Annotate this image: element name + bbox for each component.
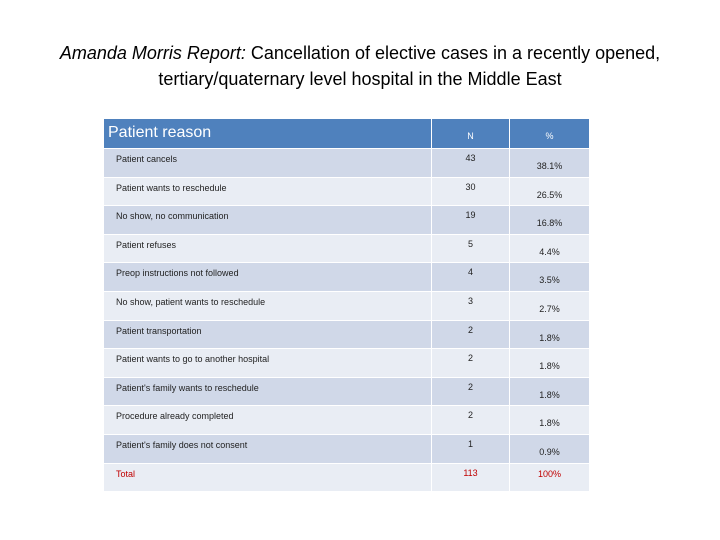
row-percent: 38.1% bbox=[510, 149, 590, 178]
table-row: Patient wants to reschedule 30 26.5% bbox=[104, 177, 590, 207]
row-percent: 16.8% bbox=[510, 206, 590, 235]
row-n: 2 bbox=[432, 320, 510, 350]
row-percent: 26.5% bbox=[510, 177, 590, 207]
row-percent: 3.5% bbox=[510, 263, 590, 292]
table-row: No show, patient wants to reschedule 3 2.7… bbox=[104, 291, 590, 321]
row-reason: Patient cancels bbox=[104, 149, 432, 178]
table-header-row: Patient reason N % bbox=[104, 119, 590, 149]
table-row: Patient refuses 5 4.4% bbox=[104, 234, 590, 264]
row-reason: Patient refuses bbox=[104, 234, 432, 264]
row-reason: Patient wants to reschedule bbox=[104, 177, 432, 207]
table-row: No show, no communication 19 16.8% bbox=[104, 206, 590, 235]
row-percent: 1.8% bbox=[510, 406, 590, 435]
total-percent: 100% bbox=[510, 463, 590, 493]
row-n: 3 bbox=[432, 291, 510, 321]
table-row: Patient cancels 43 38.1% bbox=[104, 149, 590, 178]
row-n: 2 bbox=[432, 377, 510, 407]
row-percent: 1.8% bbox=[510, 320, 590, 350]
row-n: 43 bbox=[432, 149, 510, 178]
cancellation-table: Patient reason N % Patient cancels 43 38.1… bbox=[104, 119, 590, 493]
row-n: 5 bbox=[432, 234, 510, 264]
table-row: Preop instructions not followed 4 3.5% bbox=[104, 263, 590, 292]
row-percent: 0.9% bbox=[510, 434, 590, 464]
row-percent: 2.7% bbox=[510, 291, 590, 321]
row-reason: Preop instructions not followed bbox=[104, 263, 432, 292]
row-n: 1 bbox=[432, 434, 510, 464]
row-reason: No show, no communication bbox=[104, 206, 432, 235]
row-reason: No show, patient wants to reschedule bbox=[104, 291, 432, 321]
row-n: 30 bbox=[432, 177, 510, 207]
row-reason: Procedure already completed bbox=[104, 406, 432, 435]
row-reason: Patient wants to go to another hospital bbox=[104, 349, 432, 378]
row-reason: Patient's family does not consent bbox=[104, 434, 432, 464]
header-n: N bbox=[432, 119, 510, 149]
total-n: 113 bbox=[432, 463, 510, 493]
page-title: Amanda Morris Report: Cancellation of el… bbox=[20, 40, 700, 92]
table-total-row: Total 113 100% bbox=[104, 463, 590, 493]
table-row: Patient transportation 2 1.8% bbox=[104, 320, 590, 350]
row-percent: 4.4% bbox=[510, 234, 590, 264]
row-n: 2 bbox=[432, 349, 510, 378]
table-row: Procedure already completed 2 1.8% bbox=[104, 406, 590, 435]
row-n: 19 bbox=[432, 206, 510, 235]
row-n: 2 bbox=[432, 406, 510, 435]
row-reason: Patient's family wants to reschedule bbox=[104, 377, 432, 407]
table-row: Patient wants to go to another hospital 2… bbox=[104, 349, 590, 378]
title-line2: tertiary/quaternary level hospital in th… bbox=[158, 69, 562, 89]
row-reason: Patient transportation bbox=[104, 320, 432, 350]
total-label: Total bbox=[104, 463, 432, 493]
row-percent: 1.8% bbox=[510, 349, 590, 378]
header-percent: % bbox=[510, 119, 590, 149]
row-n: 4 bbox=[432, 263, 510, 292]
header-patient-reason: Patient reason bbox=[104, 119, 432, 149]
table-row: Patient's family does not consent 1 0.9% bbox=[104, 434, 590, 464]
title-italic: Amanda Morris Report: bbox=[59, 43, 246, 63]
table-row: Patient's family wants to reschedule 2 1.8… bbox=[104, 377, 590, 407]
row-percent: 1.8% bbox=[510, 377, 590, 407]
title-line1: Cancellation of elective cases in a rece… bbox=[245, 43, 661, 63]
